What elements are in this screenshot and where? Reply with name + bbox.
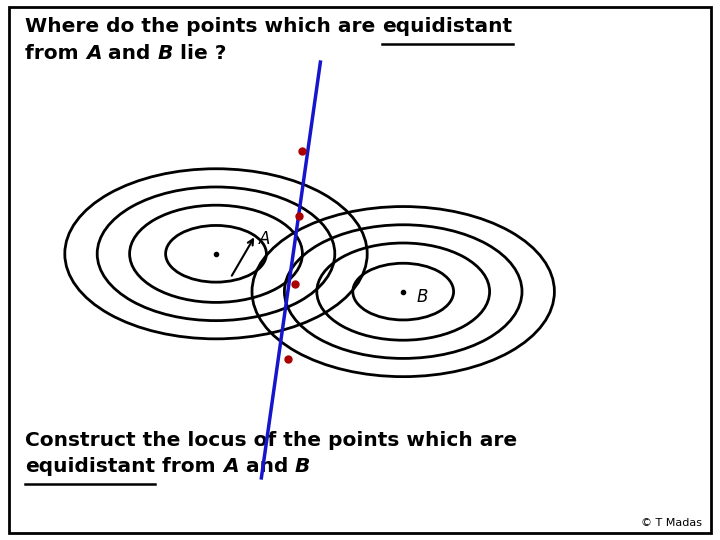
Text: © T Madas: © T Madas [641,518,702,528]
Text: lie ?: lie ? [174,44,227,63]
Text: A: A [86,44,102,63]
Text: $B$: $B$ [416,288,428,306]
Text: equidistant: equidistant [382,17,513,36]
Text: Where do the points which are: Where do the points which are [25,17,382,36]
Text: $A$: $A$ [258,230,271,248]
Text: B: B [158,44,174,63]
Text: from: from [25,44,86,63]
Text: B: B [295,457,310,476]
Text: A: A [223,457,238,476]
Text: equidistant: equidistant [25,457,156,476]
Text: Construct the locus of the points which are: Construct the locus of the points which … [25,430,518,449]
Text: from: from [156,457,223,476]
Text: and: and [238,457,295,476]
Text: and: and [102,44,158,63]
